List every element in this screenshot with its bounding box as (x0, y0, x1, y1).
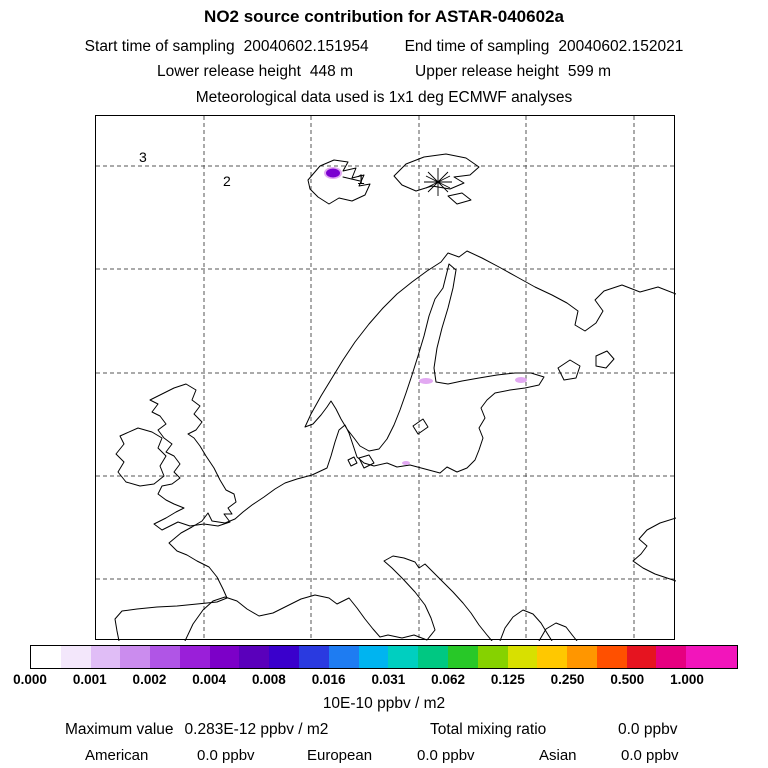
colorbar-segment (626, 646, 657, 668)
met-data-line: Meteorological data used is 1x1 deg ECMW… (0, 89, 768, 107)
colorbar-tick-label: 0.001 (72, 672, 107, 687)
sampling-times-line: Start time of sampling 20040602.151954 En… (0, 38, 768, 56)
upper-release-height: Upper release height 599 m (415, 63, 611, 81)
coastline-great-britain (149, 383, 237, 531)
coastline-svalbard-east (393, 153, 480, 192)
europe-map-svg (96, 116, 677, 642)
summary-line: Maximum value 0.283E-12 ppbv / m2 Total m… (0, 721, 768, 739)
upper-release-value: 599 m (567, 63, 611, 80)
colorbar-segment (537, 646, 568, 668)
colorbar-segment (209, 646, 240, 668)
sampling-start: Start time of sampling 20040602.151954 (85, 38, 369, 56)
coastlines (114, 153, 677, 642)
flight-track-label: 3 (139, 149, 147, 165)
island-zealand (358, 454, 375, 469)
colorbar-segment (358, 646, 389, 668)
colorbar-tick-label: 0.002 (132, 672, 167, 687)
colorbar-segment (239, 646, 270, 668)
plume-main (326, 168, 340, 178)
sampling-end: End time of sampling 20040602.152021 (405, 38, 684, 56)
colorbar-segment (477, 646, 508, 668)
plume-spot (402, 461, 410, 465)
total-mixing-ratio-label: Total mixing ratio (430, 721, 547, 738)
flight-track-label: 2 (223, 173, 231, 189)
colorbar-tick-label: 0.500 (610, 672, 645, 687)
maximum-value-label: Maximum value (65, 721, 174, 738)
colorbar-tick-label: 0.250 (550, 672, 585, 687)
coastline-svalbard-small-isle (447, 192, 472, 205)
colorbar-tick-label: 0.004 (192, 672, 227, 687)
colorbar-segment (507, 646, 538, 668)
source-value-asian: 0.0 ppbv (621, 747, 679, 764)
sampling-start-value: 20040602.151954 (243, 38, 369, 55)
flight-track-label: 1 (357, 171, 365, 187)
colorbar-tick-label: 0.031 (371, 672, 406, 687)
island-funen (347, 456, 358, 467)
colorbar (30, 645, 738, 669)
colorbar-segment (388, 646, 419, 668)
release-point-star-icon (424, 168, 452, 196)
colorbar-segment (150, 646, 180, 668)
colorbar-segment (269, 646, 300, 668)
coastline-greece-west (499, 609, 553, 642)
colorbar-tick-label: 0.000 (13, 672, 47, 687)
lake-onega (595, 350, 615, 369)
island-gotland (412, 418, 429, 435)
lower-release-value: 448 m (309, 63, 353, 80)
sources-line: American 0.0 ppbv European 0.0 ppbv Asia… (0, 747, 768, 765)
colorbar-segment (90, 646, 121, 668)
sampling-end-value: 20040602.152021 (558, 38, 684, 55)
map-area: 3 2 1 (95, 115, 677, 642)
plume-markers (324, 167, 527, 465)
coastline-greece-east (538, 622, 578, 642)
colorbar-segment (299, 646, 329, 668)
maximum-value-group: Maximum value 0.283E-12 ppbv / m2 (65, 721, 328, 739)
colorbar-tick-label: 0.008 (252, 672, 286, 687)
colorbar-segment (596, 646, 627, 668)
maximum-value: 0.283E-12 ppbv / m2 (184, 721, 329, 738)
met-data-text: Meteorological data used is 1x1 deg ECMW… (195, 89, 573, 106)
lower-release-height: Lower release height 448 m (157, 63, 353, 81)
source-name-american: American (85, 747, 149, 764)
plume-spot (515, 377, 527, 383)
colorbar-segment (447, 646, 478, 668)
colorbar-tick-label: 1.000 (670, 672, 704, 687)
lake-ladoga (557, 359, 581, 381)
sampling-end-label: End time of sampling (404, 38, 550, 55)
colorbar-tick-label: 0.062 (431, 672, 465, 687)
release-heights-line: Lower release height 448 m Upper release … (0, 63, 768, 81)
colorbar-segment (60, 646, 91, 668)
total-mixing-ratio-value: 0.0 ppbv (618, 721, 678, 738)
colorbar-segment (328, 646, 359, 668)
source-value-european: 0.0 ppbv (417, 747, 475, 764)
coastline-mediterranean (184, 555, 493, 642)
colorbar-tick-label: 0.125 (490, 672, 525, 687)
colorbar-segment (179, 646, 210, 668)
plume-spot (419, 378, 433, 384)
colorbar-unit-label: 10E-10 ppbv / m2 (322, 695, 446, 712)
coastline-black-sea (632, 517, 677, 582)
colorbar-segment (31, 646, 61, 668)
colorbar-tick-label: 0.016 (311, 672, 346, 687)
lower-release-label: Lower release height (157, 63, 301, 80)
page-title: NO2 source contribution for ASTAR-040602… (204, 7, 564, 26)
upper-release-label: Upper release height (415, 63, 559, 80)
colorbar-segment (567, 646, 597, 668)
colorbar-segment (120, 646, 151, 668)
colorbar-segment (686, 646, 737, 668)
sampling-start-label: Start time of sampling (84, 38, 235, 55)
source-name-european: European (307, 747, 373, 764)
source-name-asian: Asian (539, 747, 577, 764)
flight-track-line (342, 176, 361, 182)
colorbar-segment (656, 646, 687, 668)
coastline-mainland (114, 250, 677, 642)
source-value-american: 0.0 ppbv (197, 747, 255, 764)
colorbar-ticks: 0.000 0.001 0.002 0.004 0.008 0.016 0.031 0.062… (13, 672, 704, 688)
coastline-svalbard-west (307, 159, 371, 205)
colorbar-segment (418, 646, 448, 668)
coastline-ireland (115, 427, 167, 487)
map-grid (96, 116, 676, 641)
